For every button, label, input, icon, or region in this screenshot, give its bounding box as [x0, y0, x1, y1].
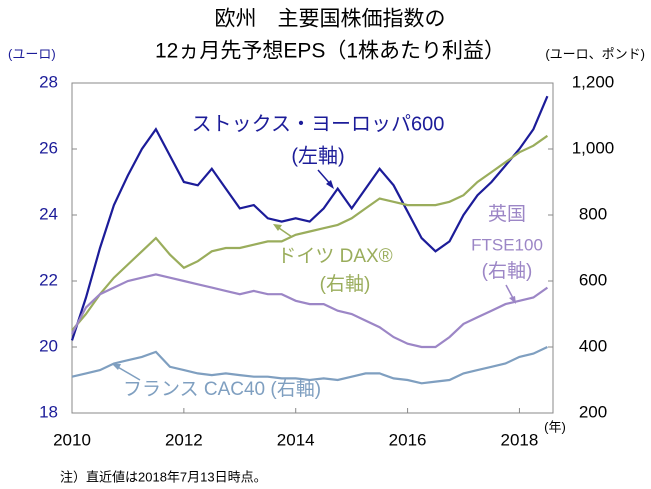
chart-title: 欧州 主要国株価指数の — [215, 8, 446, 31]
y2-tick-label: 200 — [579, 402, 607, 421]
series-label: ドイツ DAX® — [277, 246, 392, 267]
y2-tick-label: 1,200 — [572, 72, 615, 91]
x-tick-label: 2018 — [501, 430, 539, 449]
y2-tick-label: 800 — [579, 204, 607, 223]
series-label: フランス CAC40 (右軸) — [123, 378, 321, 400]
y-unit: (ユーロ) — [8, 46, 56, 61]
y-tick-label: 22 — [39, 270, 58, 289]
series-line — [71, 134, 549, 332]
series-label: (右軸) — [320, 273, 371, 295]
series-label: ストックス・ヨーロッパ600 — [192, 112, 445, 135]
x-tick-label: 2014 — [277, 430, 315, 449]
series-label: FTSE100 — [471, 235, 543, 254]
y2-tick-label: 1,000 — [572, 138, 615, 157]
series-label: 英国 — [488, 203, 526, 225]
y2-unit: (ユーロ、ポンド) — [545, 46, 645, 61]
y-tick-label: 18 — [39, 402, 58, 421]
arrows — [112, 169, 516, 381]
y-tick-label: 26 — [39, 138, 58, 157]
y-tick-label: 24 — [39, 204, 58, 223]
plot-frame — [71, 82, 554, 414]
chart-title: 12ヵ月先予想EPS（1株あたり利益） — [155, 40, 505, 63]
series-line — [70, 95, 549, 341]
x-unit: (年) — [544, 419, 566, 434]
x-tick-label: 2010 — [53, 430, 91, 449]
series-line — [71, 273, 549, 349]
y-tick-label: 20 — [39, 336, 58, 355]
series-label: (左軸) — [291, 144, 344, 167]
y2-tick-label: 600 — [579, 270, 607, 289]
y2-tick-label: 400 — [579, 336, 607, 355]
x-tick-label: 2016 — [389, 430, 427, 449]
y-tick-label: 28 — [39, 72, 58, 91]
series-line — [71, 346, 548, 385]
note: 注）直近値は2018年7月13日時点。 — [60, 469, 267, 484]
x-tick-label: 2012 — [165, 430, 203, 449]
series-label: (右軸) — [482, 260, 533, 282]
